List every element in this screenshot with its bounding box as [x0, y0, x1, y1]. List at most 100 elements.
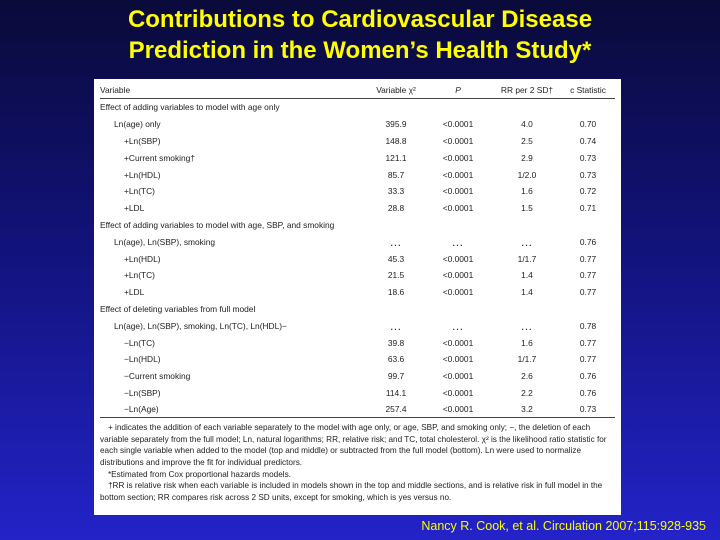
cell-chi2: 28.8	[387, 203, 405, 214]
table-row: −Ln(HDL) 63.6 <0.0001 1/1.7 0.77	[100, 351, 615, 368]
cell-chi2: 114.1	[385, 387, 407, 398]
table-row: +Ln(SBP) 148.8 <0.0001 2.5 0.74	[100, 133, 615, 150]
slide-title: Contributions to Cardiovascular Disease …	[0, 4, 720, 66]
header-rr: RR per 2 SD†	[500, 85, 554, 95]
cell-chi2: 33.3	[387, 186, 405, 197]
cell-rr: 2.2	[521, 387, 533, 398]
footnote-abbreviations: + indicates the addition of each variabl…	[100, 423, 607, 467]
cell-variable: +LDL	[124, 203, 145, 214]
table-row: +LDL 18.6 <0.0001 1.4 0.77	[100, 284, 615, 301]
cell-variable: +Ln(TC)	[124, 186, 155, 197]
table-row: −Ln(SBP) 114.1 <0.0001 2.2 0.76	[100, 385, 615, 402]
title-line-2: Prediction in the Women’s Health Study*	[128, 37, 592, 64]
cell-p: <0.0001	[442, 203, 474, 214]
cell-rr: …	[520, 318, 534, 333]
table-body: Effect of adding variables to model with…	[100, 99, 615, 419]
cell-p: <0.0001	[442, 404, 474, 415]
cell-chi2: 45.3	[387, 253, 405, 264]
cell-c-statistic: 0.78	[579, 320, 597, 331]
footnote-estimated: *Estimated from Cox proportional hazards…	[108, 469, 291, 479]
table-row: −Current smoking 99.7 <0.0001 2.6 0.76	[100, 368, 615, 385]
cell-c-statistic: 0.77	[579, 253, 597, 264]
table-row: −Ln(Age) 257.4 <0.0001 3.2 0.73	[100, 401, 615, 419]
cell-variable: Ln(age), Ln(SBP), smoking, Ln(TC), Ln(HD…	[114, 320, 287, 331]
table-row: +Current smoking† 121.1 <0.0001 2.9 0.73	[100, 149, 615, 166]
cell-c-statistic: 0.76	[579, 371, 597, 382]
cell-rr: 1/1.7	[517, 354, 537, 365]
cell-p: <0.0001	[442, 270, 474, 281]
title-line-1: Contributions to Cardiovascular Disease	[127, 6, 593, 33]
cell-rr: …	[520, 234, 534, 249]
cell-rr: 2.5	[521, 135, 533, 146]
cell-p: <0.0001	[442, 253, 474, 264]
cell-chi2: 395.9	[385, 119, 407, 130]
header-p: P	[455, 85, 461, 95]
cell-rr: 1.5	[521, 203, 533, 214]
cell-c-statistic: 0.77	[579, 337, 597, 348]
cell-variable: +Current smoking†	[124, 152, 195, 163]
cell-variable: Ln(age), Ln(SBP), smoking	[114, 236, 216, 247]
cell-p: <0.0001	[442, 169, 474, 180]
cell-p: <0.0001	[442, 354, 474, 365]
cell-c-statistic: 0.77	[579, 287, 597, 298]
cell-c-statistic: 0.74	[579, 135, 597, 146]
cell-chi2: …	[389, 234, 403, 249]
table-footnotes: + indicates the addition of each variabl…	[100, 418, 615, 503]
cell-c-statistic: 0.73	[579, 404, 597, 415]
cell-chi2: 99.7	[387, 371, 405, 382]
table-row: Ln(age), Ln(SBP), smoking … … … 0.76	[100, 233, 615, 250]
cell-chi2: 21.5	[387, 270, 405, 281]
cell-c-statistic: 0.76	[579, 236, 597, 247]
cell-p: <0.0001	[442, 135, 474, 146]
table-row: +Ln(HDL) 85.7 <0.0001 1/2.0 0.73	[100, 166, 615, 183]
cell-rr: 1.4	[521, 270, 533, 281]
cell-variable: +Ln(HDL)	[124, 253, 161, 264]
cell-p: <0.0001	[442, 186, 474, 197]
cell-variable: +Ln(TC)	[124, 270, 155, 281]
cell-chi2: 85.7	[387, 169, 405, 180]
cell-chi2: …	[389, 318, 403, 333]
cell-rr: 1/1.7	[517, 253, 537, 264]
section-header-row: Effect of adding variables to model with…	[100, 99, 615, 116]
citation: Nancy R. Cook, et al. Circulation 2007;1…	[421, 519, 706, 533]
cell-variable: +Ln(HDL)	[124, 169, 161, 180]
cell-rr: 2.6	[521, 371, 533, 382]
table-row: +Ln(TC) 33.3 <0.0001 1.6 0.72	[100, 183, 615, 200]
header-c-statistic: c Statistic	[570, 85, 606, 95]
table-header-row: Variable Variable χ² P RR per 2 SD† c St…	[100, 82, 615, 99]
table-row: +Ln(TC) 21.5 <0.0001 1.4 0.77	[100, 267, 615, 284]
cell-c-statistic: 0.71	[579, 203, 597, 214]
cell-chi2: 39.8	[387, 337, 405, 348]
cell-p: <0.0001	[442, 287, 474, 298]
cell-variable: Ln(age) only	[114, 119, 161, 130]
header-chi2: Variable χ²	[376, 85, 416, 95]
section-label: Effect of adding variables to model with…	[100, 219, 335, 230]
cell-chi2: 257.4	[385, 404, 407, 415]
cell-rr: 1/2.0	[517, 169, 537, 180]
cell-variable: +Ln(SBP)	[124, 135, 161, 146]
cell-c-statistic: 0.77	[579, 354, 597, 365]
cell-chi2: 18.6	[387, 287, 405, 298]
cell-c-statistic: 0.76	[579, 387, 597, 398]
cell-rr: 4.0	[521, 119, 533, 130]
cell-rr: 1.6	[521, 186, 533, 197]
cell-p: <0.0001	[442, 119, 474, 130]
cell-variable: −Ln(TC)	[124, 337, 155, 348]
cell-rr: 1.6	[521, 337, 533, 348]
cell-c-statistic: 0.73	[579, 152, 597, 163]
cell-variable: −Ln(Age)	[124, 404, 159, 415]
cell-p: …	[451, 318, 465, 333]
section-label: Effect of adding variables to model with…	[100, 102, 280, 113]
table-row: Ln(age) only 395.9 <0.0001 4.0 0.70	[100, 116, 615, 133]
cell-c-statistic: 0.72	[579, 186, 597, 197]
cell-chi2: 148.8	[385, 135, 407, 146]
cell-variable: −Current smoking	[124, 371, 191, 382]
section-header-row: Effect of adding variables to model with…	[100, 217, 615, 234]
cell-p: <0.0001	[442, 337, 474, 348]
header-variable: Variable	[100, 85, 131, 95]
cell-p: <0.0001	[442, 152, 474, 163]
cell-chi2: 121.1	[385, 152, 407, 163]
cell-rr: 3.2	[521, 404, 533, 415]
section-header-row: Effect of deleting variables from full m…	[100, 301, 615, 318]
table-row: +Ln(HDL) 45.3 <0.0001 1/1.7 0.77	[100, 250, 615, 267]
